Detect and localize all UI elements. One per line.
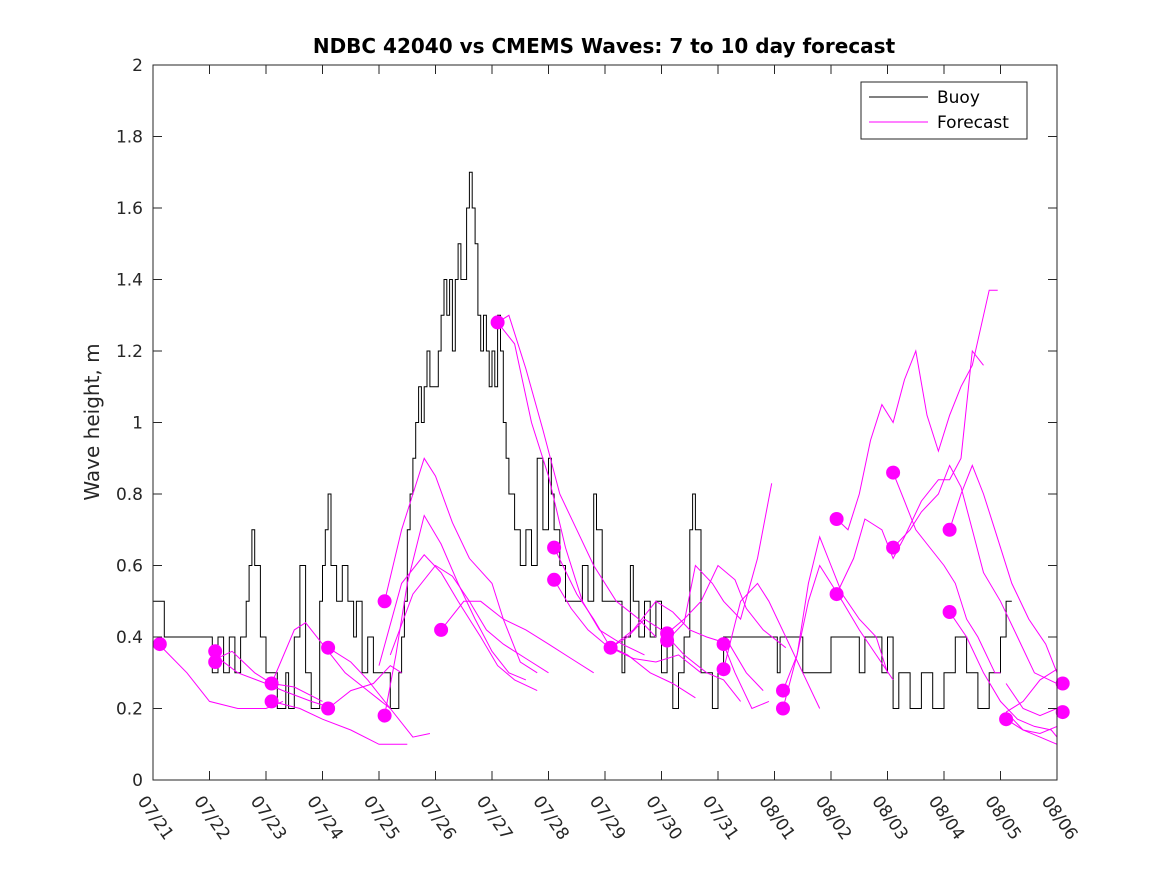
forecast-marker — [321, 701, 336, 716]
forecast-marker — [776, 683, 790, 698]
chart-title: NDBC 42040 vs CMEMS Waves: 7 to 10 day f… — [313, 34, 896, 58]
y-tick-label: 0.4 — [116, 628, 143, 648]
y-tick-label: 0.2 — [116, 700, 143, 720]
forecast-marker — [886, 540, 901, 555]
forecast-line — [497, 314, 657, 638]
legend-box — [860, 81, 1028, 140]
forecast-line — [666, 564, 787, 649]
y-axis: 0 0.2 0.4 0.6 0.8 1 1.2 1.4 1.6 1.8 2 — [116, 56, 1057, 791]
forecast-marker — [829, 512, 844, 526]
forecast-marker — [490, 315, 505, 330]
forecast-line — [209, 650, 323, 702]
y-tick-label: 0.8 — [116, 485, 143, 505]
y-axis-label: Wave height, m — [80, 343, 104, 500]
forecast-line — [836, 349, 984, 595]
forecast-marker — [208, 644, 223, 659]
forecast-marker — [377, 708, 392, 723]
forecast-line — [782, 535, 888, 709]
forecast-line — [949, 464, 1057, 673]
forecast-line — [1005, 683, 1057, 717]
forecast-marker — [321, 640, 336, 655]
legend-label-forecast: Forecast — [937, 113, 1009, 133]
forecast-marker — [999, 712, 1014, 727]
forecast-line — [384, 514, 527, 716]
forecast-line — [497, 322, 645, 656]
forecast-line — [723, 643, 770, 710]
forecast-markers — [152, 315, 1070, 727]
forecast-series — [158, 289, 1057, 745]
forecast-line — [782, 564, 894, 691]
y-tick-label: 1 — [132, 414, 143, 434]
forecast-line — [271, 700, 408, 745]
legend-label-buoy: Buoy — [937, 88, 980, 108]
y-tick-label: 1.6 — [116, 199, 143, 219]
y-tick-label: 1.8 — [116, 128, 143, 148]
forecast-line — [1005, 711, 1057, 745]
forecast-marker — [547, 572, 562, 587]
forecast-marker — [152, 637, 167, 652]
forecast-marker — [829, 587, 844, 602]
forecast-marker — [377, 594, 392, 609]
y-tick-label: 0.6 — [116, 557, 143, 577]
forecast-marker — [660, 633, 675, 648]
forecast-marker — [264, 676, 279, 691]
forecast-marker — [434, 622, 449, 637]
forecast-marker — [1055, 705, 1070, 720]
forecast-marker — [1055, 676, 1070, 691]
forecast-marker — [886, 465, 901, 480]
y-tick-label: 1.4 — [116, 271, 143, 291]
forecast-line — [553, 547, 702, 674]
forecast-marker — [264, 694, 279, 709]
forecast-line — [384, 457, 538, 674]
forecast-marker — [776, 701, 790, 716]
forecast-line — [836, 289, 998, 531]
forecast-line — [378, 554, 538, 692]
forecast-marker — [942, 605, 957, 619]
y-tick-label: 2 — [132, 56, 143, 76]
forecast-line — [892, 472, 1001, 674]
forecast-line — [1005, 668, 1057, 713]
forecast-marker — [547, 540, 562, 555]
forecast-marker — [603, 640, 618, 655]
forecast-line — [610, 600, 764, 691]
forecast-marker — [942, 522, 957, 537]
forecast-marker — [208, 655, 223, 669]
legend: Buoy Forecast — [860, 81, 1028, 140]
y-tick-label: 1.2 — [116, 342, 143, 362]
forecast-marker — [716, 637, 731, 652]
forecast-line — [327, 647, 431, 738]
forecast-line — [666, 483, 773, 641]
forecast-line — [440, 600, 594, 674]
y-tick-label: 0 — [132, 771, 143, 791]
forecast-line — [723, 582, 821, 709]
forecast-marker — [716, 662, 731, 677]
forecast-line — [1005, 718, 1057, 735]
forecast-line — [327, 664, 402, 709]
forecast-line — [892, 464, 1057, 684]
